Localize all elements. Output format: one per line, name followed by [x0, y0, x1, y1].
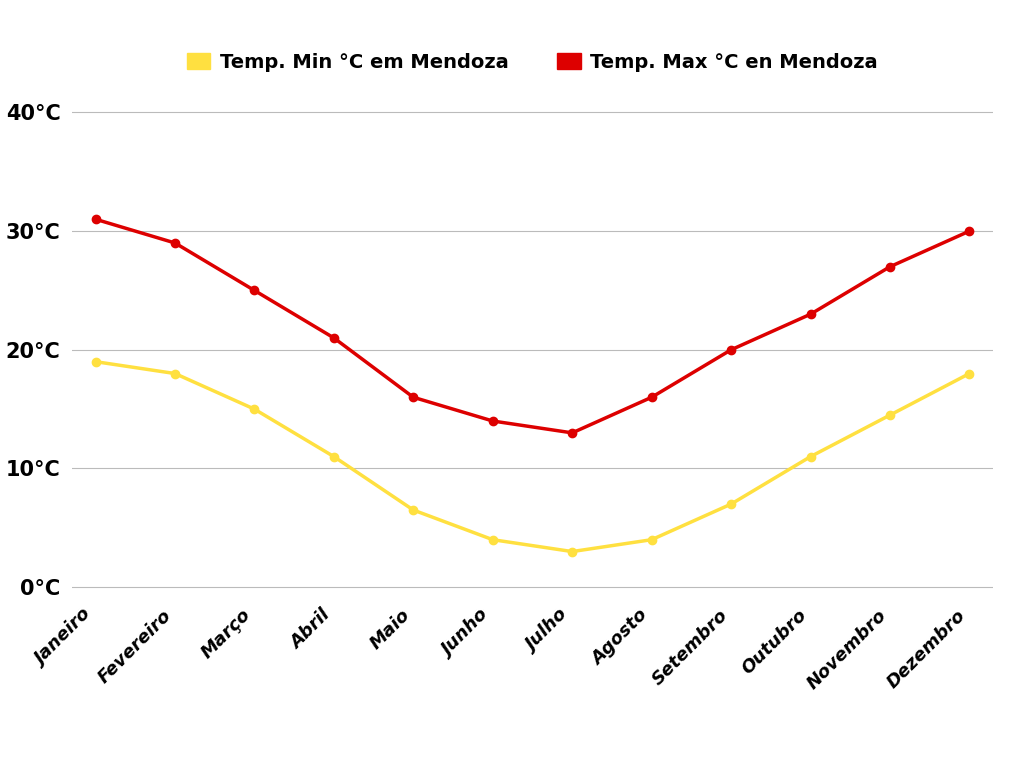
Temp. Max °C en Mendoza	[248, 286, 260, 295]
Line: Temp. Min °C em Mendoza: Temp. Min °C em Mendoza	[91, 357, 974, 556]
Temp. Min °C em Mendoza	[486, 535, 499, 545]
Temp. Max °C en Mendoza	[645, 392, 657, 402]
Temp. Min °C em Mendoza	[248, 405, 260, 414]
Temp. Min °C em Mendoza	[89, 357, 101, 366]
Temp. Max °C en Mendoza	[169, 238, 181, 247]
Temp. Min °C em Mendoza	[964, 369, 976, 378]
Temp. Max °C en Mendoza	[805, 310, 817, 319]
Temp. Min °C em Mendoza	[408, 505, 420, 515]
Temp. Max °C en Mendoza	[486, 416, 499, 425]
Temp. Min °C em Mendoza	[645, 535, 657, 545]
Temp. Max °C en Mendoza	[884, 262, 896, 271]
Temp. Min °C em Mendoza	[566, 547, 579, 556]
Temp. Min °C em Mendoza	[884, 410, 896, 419]
Temp. Min °C em Mendoza	[805, 452, 817, 462]
Temp. Min °C em Mendoza	[328, 452, 340, 462]
Temp. Max °C en Mendoza	[964, 227, 976, 236]
Temp. Max °C en Mendoza	[566, 429, 579, 438]
Temp. Min °C em Mendoza	[725, 499, 737, 508]
Temp. Max °C en Mendoza	[89, 214, 101, 223]
Temp. Min °C em Mendoza	[169, 369, 181, 378]
Temp. Max °C en Mendoza	[725, 345, 737, 354]
Temp. Max °C en Mendoza	[328, 333, 340, 343]
Temp. Max °C en Mendoza	[408, 392, 420, 402]
Line: Temp. Max °C en Mendoza: Temp. Max °C en Mendoza	[91, 215, 974, 437]
Legend: Temp. Min °C em Mendoza, Temp. Max °C en Mendoza: Temp. Min °C em Mendoza, Temp. Max °C en…	[179, 45, 886, 79]
